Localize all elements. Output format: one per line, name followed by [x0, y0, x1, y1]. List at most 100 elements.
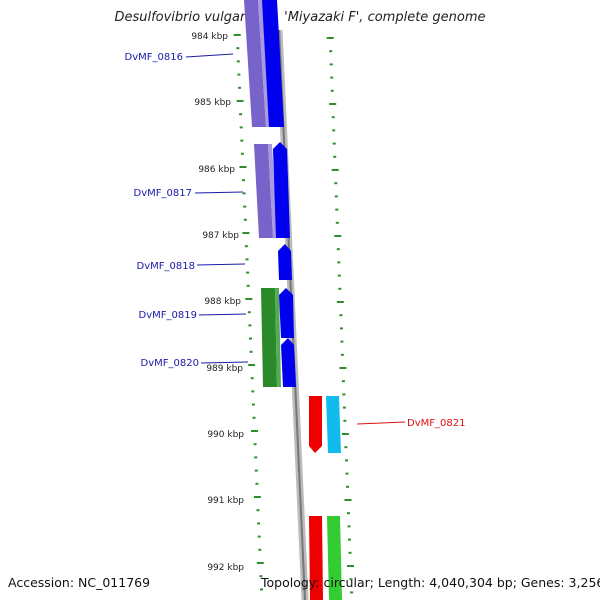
right-track-minor-tick — [345, 459, 348, 462]
gene-block-green-shade — [275, 288, 281, 387]
gene-label-dvmf-0818[interactable]: DvMF_0818 — [137, 261, 195, 272]
gene-arrow-dvmf-0821-red[interactable] — [309, 396, 322, 453]
ruler-minor-tick — [257, 522, 261, 525]
leader-line-dvmf-0819 — [198, 313, 247, 316]
gene-block-lavender-2[interactable] — [254, 144, 273, 238]
ruler: 984 kbp 985 kbp 986 kbp 987 kbp 988 kbp … — [191, 32, 244, 573]
ruler-minor-tick — [255, 482, 259, 485]
ruler-major-tick — [248, 364, 256, 366]
ruler-minor-tick — [242, 179, 245, 182]
right-track-minor-tick — [331, 116, 335, 119]
right-track-minor-tick — [336, 248, 340, 251]
ruler-minor-tick — [260, 588, 263, 591]
ruler-minor-tick — [236, 47, 240, 50]
right-track-minor-tick — [332, 142, 336, 145]
right-track-minor-tick — [341, 380, 345, 383]
ruler-minor-tick — [244, 245, 248, 248]
right-track-minor-tick — [347, 512, 350, 515]
ruler-minor-tick — [239, 126, 243, 129]
ruler-major-tick — [245, 298, 253, 300]
ruler-minor-tick — [236, 60, 240, 63]
leader-line-dvmf-0816 — [185, 53, 234, 58]
right-track-minor-tick — [342, 393, 346, 396]
gene-block-green[interactable] — [261, 288, 277, 387]
right-track-minor-tick — [347, 525, 351, 528]
ruler-minor-tick — [237, 73, 241, 76]
gene-arrow-dvmf-0818[interactable] — [278, 244, 292, 280]
ruler-minor-tick — [253, 443, 257, 446]
right-track-major-tick — [344, 499, 352, 501]
right-track-minor-tick — [338, 287, 342, 290]
gene-arrow-dvmf-0819[interactable] — [279, 288, 294, 338]
gene-label-dvmf-0816[interactable]: DvMF_0816 — [125, 52, 183, 63]
right-track-minor-tick — [348, 551, 352, 554]
gene-arrow-dvmf-0820[interactable] — [281, 338, 296, 387]
right-track-minor-tick — [335, 221, 339, 224]
right-track-minor-tick — [348, 538, 351, 541]
ruler-minor-tick — [259, 575, 263, 578]
ruler-minor-tick — [238, 86, 241, 89]
genome-title: Desulfovibrio vulgaris str. 'Miyazaki F'… — [114, 10, 486, 25]
ruler-label-990: 990 kbp — [207, 430, 244, 440]
ruler-minor-tick — [245, 258, 249, 261]
ruler-minor-tick — [240, 152, 244, 155]
ruler-minor-tick — [252, 416, 256, 419]
right-tick-track — [326, 37, 354, 594]
accession-label: Accession: NC_011769 — [8, 575, 151, 590]
ruler-minor-tick — [239, 113, 243, 116]
ruler-major-tick — [253, 496, 261, 498]
ruler-minor-tick — [247, 311, 251, 314]
gene-arrow-dvmf-0816[interactable] — [262, 0, 284, 127]
ruler-label-986: 986 kbp — [198, 165, 235, 175]
gene-block-red-lower[interactable] — [309, 516, 323, 600]
ruler-minor-tick — [242, 192, 246, 195]
right-track-minor-tick — [339, 314, 343, 317]
ruler-label-991: 991 kbp — [207, 496, 244, 506]
right-track-minor-tick — [334, 182, 338, 185]
ruler-major-tick — [251, 430, 258, 432]
ruler-major-tick — [256, 562, 264, 564]
gene-block-cyan[interactable] — [326, 396, 341, 453]
ruler-minor-tick — [249, 350, 253, 353]
ruler-label-987: 987 kbp — [202, 231, 239, 241]
right-track-minor-tick — [329, 50, 333, 53]
right-track-minor-tick — [337, 274, 341, 277]
right-track-minor-tick — [335, 208, 339, 211]
gene-label-dvmf-0817[interactable]: DvMF_0817 — [134, 188, 192, 199]
right-track-major-tick — [336, 301, 344, 303]
ruler-minor-tick — [240, 139, 244, 142]
right-track-major-tick — [326, 37, 334, 39]
ruler-major-tick — [236, 100, 244, 102]
ruler-major-tick — [239, 166, 247, 168]
right-track-minor-tick — [349, 578, 353, 581]
ruler-label-992: 992 kbp — [207, 563, 244, 573]
right-track-major-tick — [331, 169, 339, 171]
right-track-minor-tick — [342, 406, 346, 409]
gene-block-lavender-2-shade — [268, 144, 277, 238]
right-track-minor-tick — [344, 446, 348, 449]
ruler-minor-tick — [258, 548, 262, 551]
left-tick-track — [233, 34, 264, 591]
right-track-minor-tick — [329, 63, 333, 66]
leader-line-dvmf-0817 — [194, 191, 244, 194]
gene-label-dvmf-0819[interactable]: DvMF_0819 — [139, 310, 197, 321]
ruler-minor-tick — [251, 390, 255, 393]
ruler-minor-tick — [246, 271, 250, 274]
leader-line-dvmf-0820 — [200, 361, 249, 364]
gene-label-dvmf-0821[interactable]: DvMF_0821 — [407, 418, 465, 429]
gene-arrow-dvmf-0817[interactable] — [273, 142, 290, 238]
right-track-major-tick — [347, 565, 354, 567]
ruler-minor-tick — [249, 337, 252, 340]
ruler-label-988: 988 kbp — [204, 297, 241, 307]
gene-block-lightgreen[interactable] — [327, 516, 342, 600]
right-track-minor-tick — [350, 591, 354, 594]
right-track-minor-tick — [346, 485, 349, 488]
ruler-minor-tick — [254, 469, 258, 472]
gene-label-dvmf-0820[interactable]: DvMF_0820 — [141, 358, 199, 369]
right-track-major-tick — [334, 235, 342, 237]
right-track-minor-tick — [340, 340, 344, 343]
right-track-major-tick — [341, 433, 349, 435]
gene-block-lavender-1[interactable] — [244, 0, 266, 127]
leader-line-dvmf-0818 — [196, 263, 246, 266]
